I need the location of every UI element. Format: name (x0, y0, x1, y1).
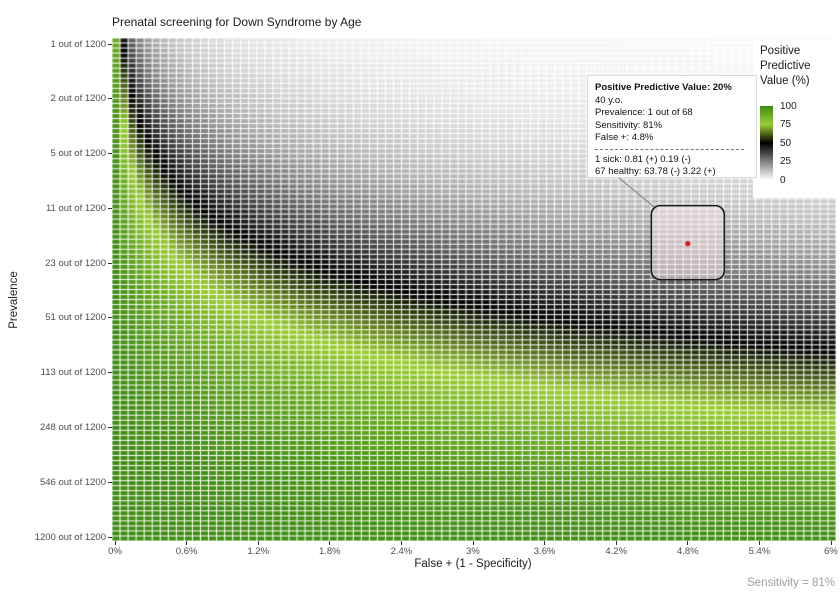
x-tick-mark (186, 541, 188, 545)
sensitivity-footnote: Sensitivity = 81% (747, 577, 835, 589)
x-tick-label: 1.2% (247, 546, 270, 557)
legend-title-line: Value (%) (760, 75, 810, 87)
legend-tick-label: 100 (780, 100, 797, 112)
x-tick-mark (257, 541, 259, 545)
tooltip-sensitivity: Sensitivity: 81% (595, 119, 663, 131)
tooltip-prevalence: Prevalence: 1 out of 68 (595, 107, 693, 118)
tooltip: Positive Predictive Value: 20% 40 y.o. P… (587, 75, 757, 178)
legend-tick-label: 50 (780, 137, 792, 149)
y-tick-label: 23 out of 1200 (45, 257, 106, 269)
y-tick-label: 1200 out of 1200 (34, 531, 106, 543)
x-tick-mark (615, 541, 617, 545)
y-tick-mark (108, 207, 112, 209)
chart-title: Prenatal screening for Down Syndrome by … (112, 15, 362, 29)
tooltip-sick-breakdown: 1 sick: 0.81 (+) 0.19 (-) (595, 153, 691, 165)
y-tick-mark (108, 372, 112, 374)
y-tick-mark (108, 98, 112, 100)
tooltip-title: Positive Predictive Value: 20% (595, 82, 732, 93)
x-tick-label: 5.4% (748, 546, 771, 557)
tooltip-healthy-breakdown: 67 healthy: 63.78 (-) 3.22 (+) (595, 166, 716, 177)
x-tick-label: 6% (824, 546, 838, 557)
y-tick-mark (108, 262, 112, 264)
y-tick-mark (108, 536, 112, 538)
x-tick-label: 0.6% (175, 546, 198, 557)
y-tick-label: 1 out of 1200 (50, 38, 106, 50)
y-tick-label: 2 out of 1200 (50, 93, 106, 105)
y-tick-label: 11 out of 1200 (45, 202, 106, 214)
tooltip-false-positive: False +: 4.8% (595, 132, 654, 143)
x-tick-label: 1.8% (318, 546, 341, 557)
x-tick-mark (114, 541, 116, 545)
x-tick-mark (758, 541, 760, 545)
x-tick-label: 3% (466, 546, 480, 557)
y-tick-mark (108, 317, 112, 319)
y-tick-mark (108, 153, 112, 155)
legend-tick-label: 75 (780, 119, 792, 130)
y-tick-mark (108, 43, 112, 45)
x-axis-title: False + (1 - Specificity) (414, 558, 532, 570)
x-tick-mark (400, 541, 402, 545)
legend-title-line: Predictive (760, 60, 811, 72)
legend-title-line: Positive (760, 45, 801, 57)
x-tick-mark (830, 541, 832, 545)
x-tick-mark (544, 541, 546, 545)
tooltip-age: 40 y.o. (595, 94, 623, 106)
tooltip-divider (595, 148, 745, 150)
x-tick-label: 3.6% (533, 546, 556, 557)
legend-tick-label: 25 (780, 156, 792, 167)
x-tick-label: 2.4% (390, 546, 413, 557)
x-tick-label: 4.8% (676, 546, 699, 557)
y-tick-label: 546 out of 1200 (39, 476, 106, 488)
legend-tick-label: 0 (780, 174, 786, 186)
y-tick-label: 5 out of 1200 (50, 148, 106, 160)
y-tick-label: 248 out of 1200 (39, 421, 106, 433)
legend-gradient-bar (760, 106, 773, 180)
y-tick-label: 113 out of 1200 (40, 367, 106, 379)
x-tick-mark (472, 541, 474, 545)
y-tick-mark (108, 426, 112, 428)
x-tick-mark (687, 541, 689, 545)
y-tick-label: 51 out of 1200 (45, 312, 106, 324)
y-tick-mark (108, 481, 112, 483)
x-tick-mark (329, 541, 331, 545)
x-tick-label: 0% (108, 546, 122, 557)
legend-title: Positive Predictive Value (%) (760, 44, 811, 89)
x-tick-label: 4.2% (605, 546, 628, 557)
